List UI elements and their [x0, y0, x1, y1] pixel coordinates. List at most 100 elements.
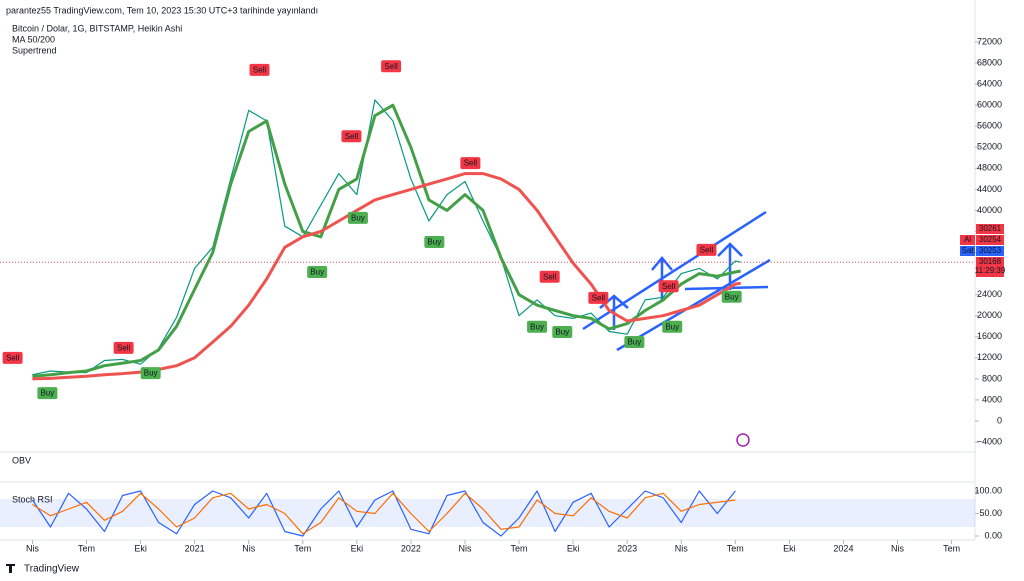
signal-badge — [37, 387, 58, 400]
signal-label: Buy — [530, 322, 544, 331]
signal-badge — [341, 130, 362, 143]
signal-label: Buy — [725, 292, 739, 301]
signal-badge — [588, 291, 609, 304]
signal-label: Sell — [464, 159, 478, 168]
pane-title: Stoch RSI — [12, 494, 53, 504]
y-tick-label: 56000 — [977, 121, 1002, 131]
x-tick-label: Eki — [351, 543, 364, 553]
y-tick-label: 40000 — [977, 205, 1002, 215]
legend-supertrend: Supertrend — [12, 45, 57, 55]
signal-badge — [624, 336, 645, 349]
series-line — [32, 492, 736, 535]
price-tag — [976, 235, 1004, 245]
price-tag-value: 30168 — [979, 257, 1002, 266]
footer-logo — [6, 564, 15, 573]
signal-label: Sell — [6, 353, 20, 362]
y-tick-label: 16000 — [977, 331, 1002, 341]
y-tick-label: 0 — [997, 415, 1002, 425]
y-tick-label: 48000 — [977, 163, 1002, 173]
signal-badge — [113, 341, 134, 354]
x-tick-label: Eki — [567, 543, 580, 553]
signal-label: Sell — [253, 65, 267, 74]
signal-label: Sell — [384, 62, 398, 71]
x-tick-label: Nis — [26, 543, 39, 553]
signal-badge — [249, 63, 270, 76]
x-tick-label: Nis — [242, 543, 255, 553]
x-tick-label: Nis — [891, 543, 904, 553]
y-tick-label: 64000 — [977, 78, 1002, 88]
series-line — [31, 490, 736, 537]
order-side-label: Sat — [961, 246, 974, 255]
published-note: parantez55 TradingView.com, Tem 10, 2023… — [6, 5, 318, 15]
signal-label: Buy — [627, 338, 641, 347]
signal-badge — [527, 320, 548, 333]
price-tag-time: 11:29:39 — [975, 266, 1006, 275]
signal-label: Sell — [700, 246, 714, 255]
x-tick-label: Tem — [511, 543, 528, 553]
signal-badge — [658, 280, 679, 293]
trend-line — [616, 258, 771, 352]
pane-title: OBV — [12, 455, 31, 465]
signal-badge — [140, 367, 161, 380]
legend-ma: MA 50/200 — [12, 34, 55, 44]
y-tick-label: 20000 — [977, 310, 1002, 320]
x-tick-label: Nis — [458, 543, 471, 553]
signal-label: Sell — [543, 272, 557, 281]
signal-label: Sell — [662, 282, 676, 291]
order-side-tag — [960, 246, 975, 256]
signal-badge — [721, 290, 742, 303]
y-tick-label: 24000 — [977, 289, 1002, 299]
signal-badge — [662, 320, 683, 333]
price-tag-value: 30254 — [979, 235, 1002, 244]
x-tick-label: Eki — [134, 543, 147, 553]
x-tick-label: Tem — [294, 543, 311, 553]
signal-badge — [2, 351, 23, 364]
signal-label: Sell — [117, 343, 131, 352]
price-tag — [976, 224, 1004, 234]
signal-label: Buy — [555, 328, 569, 337]
x-tick-label: 2023 — [617, 543, 637, 553]
signal-label: Buy — [665, 322, 679, 331]
signal-label: Buy — [427, 238, 441, 247]
y-tick-label: 72000 — [977, 36, 1002, 46]
price-tag-value: 30261 — [979, 224, 1002, 233]
price-tag — [976, 257, 1004, 277]
signal-badge — [424, 236, 445, 249]
y-tick-label: 44000 — [977, 184, 1002, 194]
signal-badge — [539, 270, 560, 283]
y-tick-label: 12000 — [977, 352, 1002, 362]
y-tick-label: 100.00 — [974, 485, 1002, 495]
signal-badge — [381, 60, 402, 73]
signal-label: Buy — [40, 389, 54, 398]
signal-badge — [347, 211, 368, 224]
footer-brand: TradingView — [24, 564, 80, 575]
signal-label: Buy — [351, 213, 365, 222]
legend-symbol: Bitcoin / Dolar, 1G, BITSTAMP, Heikin As… — [12, 23, 182, 33]
signal-badge — [552, 326, 573, 339]
y-tick-label: 52000 — [977, 142, 1002, 152]
signal-label: Sell — [345, 132, 359, 141]
y-tick-label: 60000 — [977, 100, 1002, 110]
x-tick-label: Nis — [675, 543, 688, 553]
order-side-tag — [960, 235, 975, 245]
x-tick-label: Tem — [78, 543, 95, 553]
signal-label: Buy — [310, 268, 324, 277]
order-side-label: Al — [964, 235, 971, 244]
y-tick-label: −4000 — [977, 436, 1002, 446]
signal-badge — [696, 243, 717, 256]
signal-badge — [460, 157, 481, 170]
y-tick-label: 50.00 — [979, 508, 1002, 518]
x-tick-label: 2021 — [185, 543, 205, 553]
price-tag-value: 30253 — [979, 246, 1002, 255]
signal-label: Buy — [144, 369, 158, 378]
x-tick-label: Tem — [727, 543, 744, 553]
event-icon[interactable] — [736, 433, 750, 447]
x-tick-label: 2024 — [833, 543, 853, 553]
stoch-band — [0, 499, 975, 527]
x-tick-label: 2022 — [401, 543, 421, 553]
price-tag — [976, 246, 1004, 256]
y-tick-label: 68000 — [977, 57, 1002, 67]
x-tick-label: Eki — [783, 543, 796, 553]
y-tick-label: 0.00 — [984, 530, 1002, 540]
